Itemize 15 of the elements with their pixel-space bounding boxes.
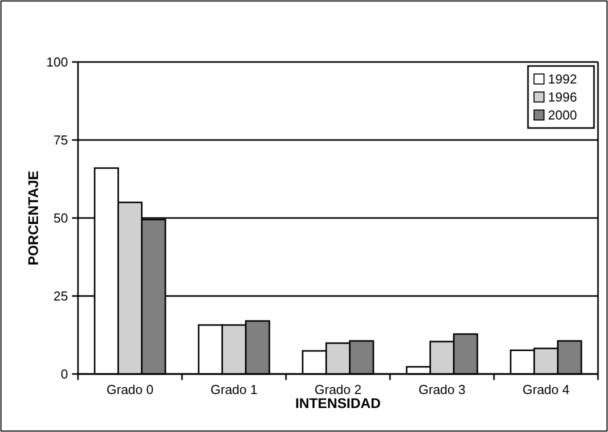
legend-label: 1996: [548, 90, 577, 105]
x-tick-label: Grado 4: [522, 382, 570, 397]
x-axis-title: INTENSIDAD: [295, 395, 381, 411]
x-tick-label: Grado 1: [210, 382, 258, 397]
y-axis-title: PORCENTAJE: [25, 170, 41, 266]
x-tick-label: Grado 3: [418, 382, 466, 397]
x-tick-label: Grado 2: [314, 382, 362, 397]
y-tick-label: 100: [46, 54, 68, 70]
legend-label: 2000: [548, 108, 577, 123]
x-tick-label: Grado 0: [106, 382, 154, 397]
y-tick-label: 50: [54, 210, 68, 226]
y-tick-label: 25: [54, 288, 68, 304]
y-tick-label: 0: [60, 366, 68, 382]
y-tick-label: 75: [54, 132, 68, 148]
legend-label: 1992: [548, 72, 577, 87]
